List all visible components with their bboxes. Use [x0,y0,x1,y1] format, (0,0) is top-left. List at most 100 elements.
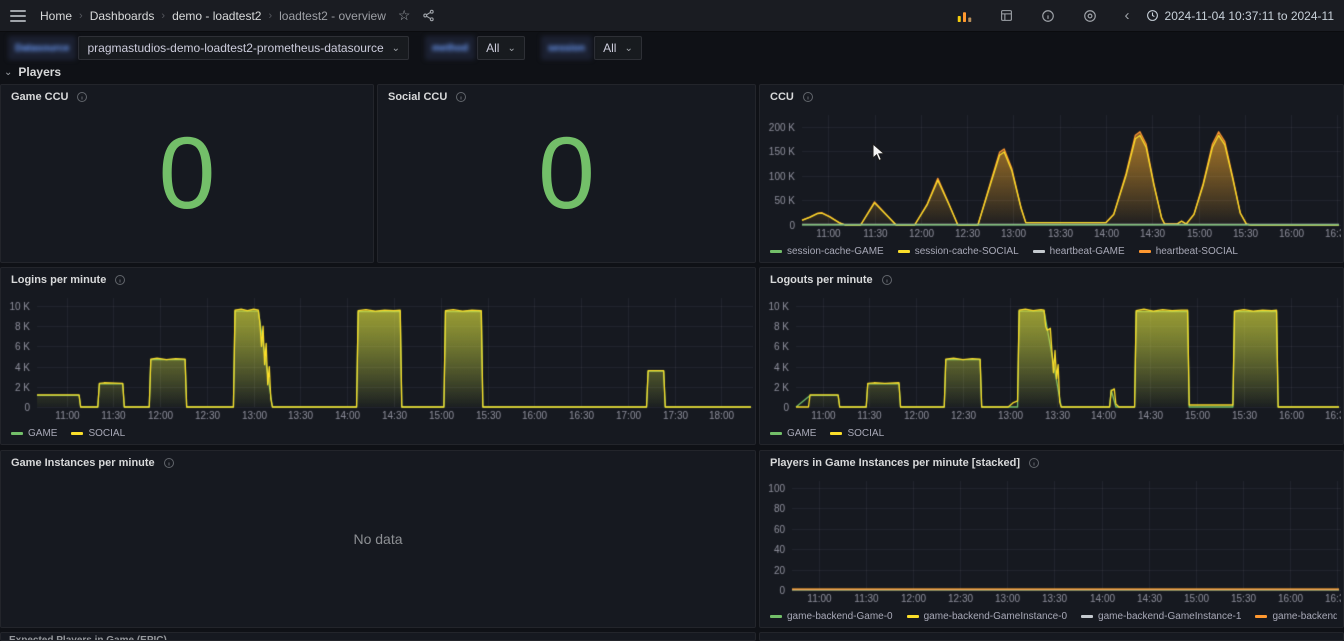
info-icon[interactable] [881,274,893,286]
datasource-value: pragmastudios-demo-loadtest2-prometheus-… [87,41,384,55]
panel-title: CCU [770,91,794,103]
info-icon[interactable] [76,91,88,103]
method-select[interactable]: All ⌄ [477,36,525,60]
legend-item[interactable]: game-backend-GameInstance-1 [1081,611,1241,622]
add-panel-icon[interactable] [1000,9,1013,22]
row-players[interactable]: ⌄ Players [4,62,61,82]
breadcrumb-home[interactable]: Home [40,8,73,23]
legend-swatch [897,249,910,253]
panel-header[interactable]: Game CCU [1,85,373,107]
datasource-select[interactable]: pragmastudios-demo-loadtest2-prometheus-… [78,36,410,60]
session-label: session [540,36,593,60]
top-nav: Home › Dashboards › demo - loadtest2 › l… [0,0,1344,32]
panel-header[interactable]: Social CCU [378,85,755,107]
stat-value: 0 [538,116,595,230]
legend-label: session-cache-GAME [787,245,884,257]
legend-swatch [770,614,782,618]
panel-logins: Logins per minute GAME SOCIAL [0,267,756,445]
share-icon[interactable] [422,9,435,22]
analytics-icon[interactable] [957,9,972,23]
panel-game-ccu: Game CCU 0 [0,84,374,263]
logins-chart[interactable] [5,292,753,422]
legend-label: SOCIAL [88,427,126,439]
panel-header[interactable]: Game Instances per minute [1,451,755,473]
breadcrumb-separator: › [161,9,166,22]
no-data-message: No data [353,531,403,547]
panel-header[interactable]: Players in Game Instances per minute [st… [760,451,1343,473]
dashboard-controls: Datasource pragmastudios-demo-loadtest2-… [0,34,1344,62]
session-select[interactable]: All ⌄ [594,36,642,60]
legend-swatch [1255,614,1268,618]
clock-icon [1146,10,1158,21]
info-circle-icon[interactable] [1041,9,1055,23]
logouts-legend: GAME SOCIAL [770,426,1337,440]
datasource-label: Datasource [8,36,77,60]
chevron-left-icon[interactable]: ‹ [1124,7,1130,24]
legend-label: GAME [28,427,58,439]
legend-item[interactable]: session-cache-SOCIAL [897,246,1019,257]
players-stacked-legend: game-backend-Game-0 game-backend-GameInst… [770,609,1337,623]
time-range-picker[interactable]: 2024-11-04 10:37:11 to 2024-11 [1146,9,1334,23]
method-value: All [486,41,500,55]
legend-label: heartbeat-SOCIAL [1155,245,1238,257]
legend-label: heartbeat-GAME [1049,245,1125,257]
legend-item[interactable]: SOCIAL [71,428,125,439]
panel-logouts: Logouts per minute GAME SOCIAL [759,267,1344,445]
legend-item[interactable]: heartbeat-SOCIAL [1138,245,1238,257]
method-label: method [425,36,476,60]
panel-header[interactable]: Logouts per minute [760,268,1343,290]
panel-bottom-partial-left: Expected Players in Game (EPIC) [0,632,756,641]
panel-title: Players in Game Instances per minute [st… [770,457,1021,469]
chevron-down-icon: ⌄ [624,42,633,54]
legend-item[interactable]: game-backend-GameInstance-0 [906,610,1068,622]
legend-label: game-backend-GameInstance-0 [923,610,1068,622]
logins-legend: GAME SOCIAL [11,426,749,440]
legend-swatch [71,431,84,435]
info-icon[interactable] [114,274,126,286]
breadcrumb-separator: › [79,9,83,22]
panel-title: Expected Players in Game (EPIC) [9,635,167,641]
legend-swatch [906,614,919,618]
legend-swatch [1081,614,1094,618]
ccu-chart[interactable] [764,109,1341,240]
chevron-down-icon: ⌄ [4,66,13,78]
panel-social-ccu: Social CCU 0 [377,84,756,263]
row-title: Players [18,65,62,79]
breadcrumb-folder[interactable]: demo - loadtest2 [172,8,262,23]
session-variable: session All ⌄ [540,36,642,60]
panel-ccu: CCU session-cache-GAME session-cache-SOCI… [759,84,1344,263]
info-icon[interactable] [163,457,175,469]
legend-swatch [770,431,782,435]
breadcrumb-dashboards[interactable]: Dashboards [89,8,155,23]
panel-title: Social CCU [388,91,448,103]
chevron-down-icon: ⌄ [507,42,516,54]
panel-players-stacked: Players in Game Instances per minute [st… [759,450,1344,628]
legend-item[interactable]: heartbeat-GAME [1032,245,1125,257]
legend-swatch [11,431,23,435]
legend-item[interactable]: session-cache-GAME [770,246,884,257]
menu-icon[interactable] [10,9,26,22]
legend-item[interactable]: GAME [770,428,816,439]
legend-item[interactable]: game-backend-GameInstance-2 [1255,611,1337,622]
panel-header[interactable]: CCU [760,85,1343,107]
session-value: All [603,41,617,55]
star-icon[interactable]: ☆ [397,7,411,23]
settings-circle-icon[interactable] [1083,9,1097,23]
panel-header[interactable]: Logins per minute [1,268,755,290]
legend-swatch [830,431,843,435]
legend-item[interactable]: GAME [11,428,57,439]
legend-item[interactable]: SOCIAL [830,428,884,439]
info-icon[interactable] [1028,457,1040,469]
legend-label: GAME [787,427,817,439]
legend-label: game-backend-GameInstance-1 [1098,610,1242,622]
info-icon[interactable] [455,91,467,103]
players-stacked-chart[interactable] [764,475,1341,605]
info-icon[interactable] [802,91,814,103]
logouts-chart[interactable] [764,292,1341,422]
breadcrumb-current: loadtest2 - overview [279,8,386,23]
legend-label: game-backend-Game-0 [787,610,893,622]
legend-item[interactable]: game-backend-Game-0 [770,611,893,622]
datasource-variable: Datasource pragmastudios-demo-loadtest2-… [8,36,410,60]
panel-title: Game CCU [11,91,69,103]
